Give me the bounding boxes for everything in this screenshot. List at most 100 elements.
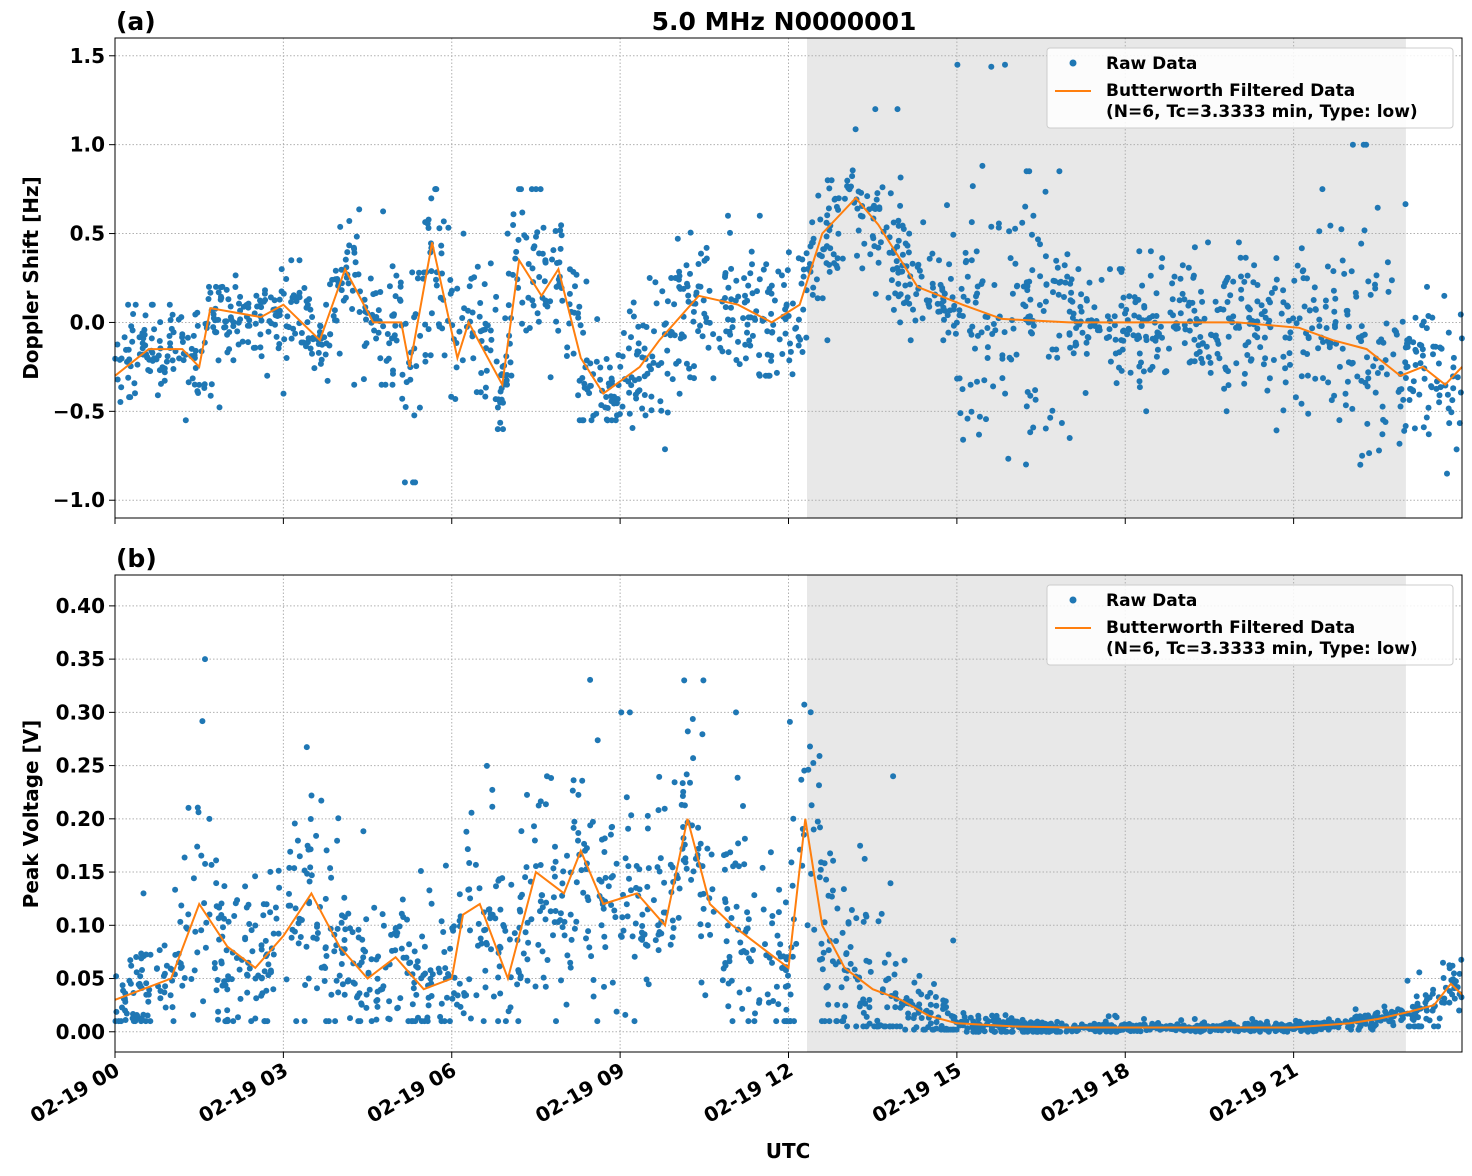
raw-data-point <box>687 229 694 236</box>
raw-data-point <box>1323 325 1330 331</box>
raw-data-point <box>321 978 328 984</box>
raw-data-point <box>416 404 423 411</box>
raw-data-point <box>993 1012 1000 1019</box>
raw-data-point <box>310 336 317 343</box>
raw-data-point <box>327 865 334 872</box>
raw-data-point <box>561 918 568 925</box>
raw-data-point <box>990 321 997 327</box>
raw-data-point <box>399 896 406 903</box>
raw-data-point <box>502 1018 509 1025</box>
raw-data-point <box>349 306 356 312</box>
raw-data-point <box>371 327 378 334</box>
raw-data-point <box>1407 385 1414 392</box>
raw-data-point <box>542 297 549 304</box>
raw-data-point <box>638 935 644 942</box>
raw-data-point <box>1245 304 1251 311</box>
raw-data-point <box>1311 284 1318 291</box>
raw-data-point <box>982 313 989 320</box>
raw-data-point <box>1331 308 1338 315</box>
raw-data-point <box>608 375 615 382</box>
raw-data-point <box>1216 355 1223 362</box>
raw-data-point <box>564 952 571 959</box>
raw-data-point <box>386 283 393 290</box>
raw-data-point <box>642 941 649 948</box>
raw-data-point <box>1437 344 1444 351</box>
raw-data-point <box>216 404 223 411</box>
raw-data-point <box>657 855 664 862</box>
raw-data-point <box>1278 310 1285 317</box>
raw-data-point <box>494 426 501 433</box>
raw-data-point <box>1378 364 1385 371</box>
raw-data-point <box>262 1018 268 1025</box>
raw-data-point <box>775 909 782 916</box>
raw-data-point <box>539 948 546 955</box>
raw-data-point <box>874 1017 881 1024</box>
raw-data-point <box>181 975 188 981</box>
raw-data-point <box>167 317 174 323</box>
raw-data-point <box>358 1000 365 1007</box>
raw-data-point <box>1368 1020 1375 1026</box>
raw-data-point <box>1042 188 1049 195</box>
raw-data-point <box>483 762 490 769</box>
raw-data-point <box>933 1002 940 1009</box>
raw-data-point <box>923 1007 930 1014</box>
raw-data-point <box>683 262 690 269</box>
raw-data-point <box>729 1018 736 1025</box>
raw-data-point <box>127 394 134 401</box>
raw-data-point <box>354 992 361 999</box>
raw-data-point <box>262 937 269 944</box>
raw-data-point <box>164 353 171 360</box>
raw-data-point <box>728 304 734 311</box>
raw-data-point <box>576 303 583 310</box>
raw-data-point <box>1082 390 1089 396</box>
raw-data-point <box>1456 1007 1463 1014</box>
raw-data-point <box>622 855 629 862</box>
raw-data-point <box>828 177 835 184</box>
raw-data-point <box>1342 390 1349 397</box>
raw-data-point <box>1421 375 1428 382</box>
raw-data-point <box>531 823 537 830</box>
raw-data-point <box>291 865 298 872</box>
raw-data-point <box>283 276 290 282</box>
raw-data-point <box>684 728 691 735</box>
raw-data-point <box>1057 1028 1064 1035</box>
raw-data-point <box>983 416 989 423</box>
raw-data-point <box>604 417 611 424</box>
raw-data-point <box>728 296 735 303</box>
raw-data-point <box>480 1018 487 1025</box>
raw-data-point <box>976 413 983 420</box>
raw-data-point <box>261 968 268 975</box>
raw-data-point <box>1195 342 1202 349</box>
raw-data-point <box>797 336 804 343</box>
raw-data-point <box>154 392 161 399</box>
raw-data-point <box>669 376 676 383</box>
raw-data-point <box>1088 1025 1095 1032</box>
raw-data-point <box>1422 992 1429 999</box>
raw-data-point <box>448 287 455 294</box>
raw-data-point <box>1286 350 1293 357</box>
raw-data-point <box>695 261 702 267</box>
raw-data-point <box>833 938 839 944</box>
raw-data-point <box>626 709 633 716</box>
raw-data-point <box>810 826 817 833</box>
raw-data-point <box>544 303 551 310</box>
raw-data-point <box>270 930 277 937</box>
raw-data-point <box>912 317 919 324</box>
raw-data-point <box>280 290 287 297</box>
raw-data-point <box>328 874 335 881</box>
raw-data-point <box>903 995 910 1001</box>
raw-data-point <box>586 390 593 397</box>
raw-data-point <box>132 301 139 308</box>
raw-data-point <box>119 1004 125 1011</box>
raw-data-point <box>1067 280 1074 287</box>
raw-data-point <box>951 1014 958 1021</box>
raw-data-point <box>207 289 214 296</box>
raw-data-point <box>601 933 608 940</box>
raw-data-point <box>583 935 589 942</box>
raw-data-point <box>113 973 120 980</box>
raw-data-point <box>200 998 207 1005</box>
raw-data-point <box>341 991 348 998</box>
raw-data-point <box>1424 283 1430 290</box>
raw-data-point <box>492 396 499 403</box>
raw-data-point <box>410 985 417 992</box>
